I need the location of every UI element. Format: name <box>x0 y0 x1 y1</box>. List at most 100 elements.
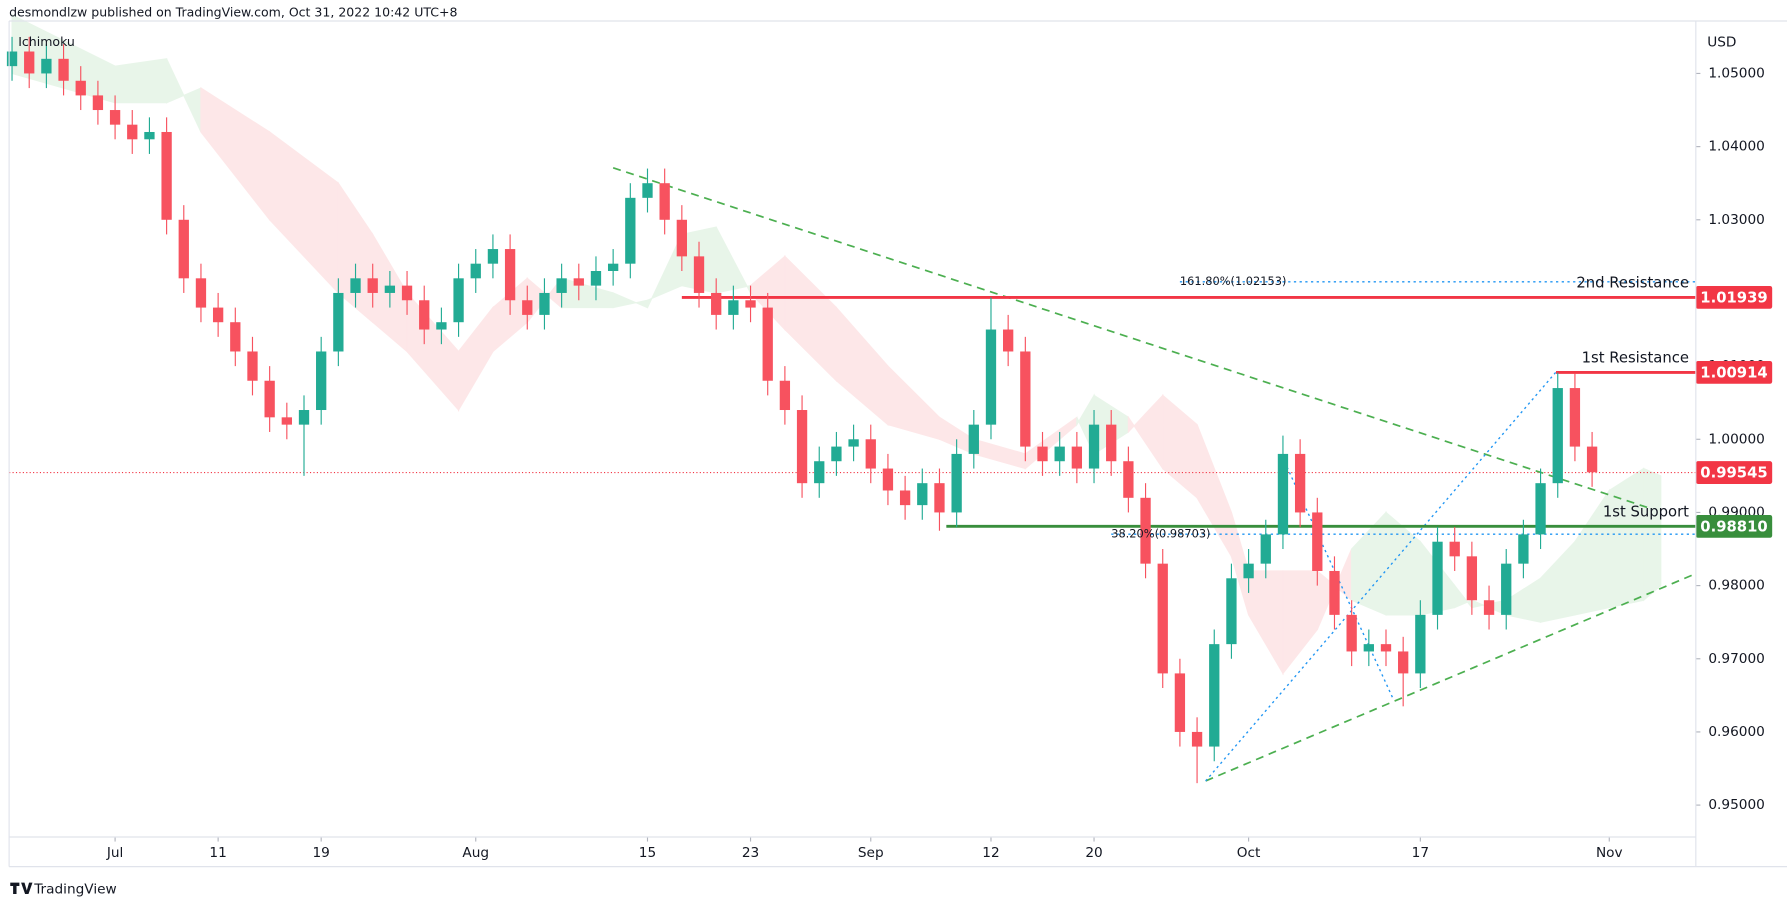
candle-body <box>470 263 481 279</box>
candle-body <box>264 380 275 418</box>
candle-body <box>917 483 928 506</box>
publisher-note: desmondlzw published on TradingView.com,… <box>9 5 457 20</box>
price-box <box>1695 361 1773 384</box>
y-tick-label: 0.95000 <box>1708 797 1764 813</box>
candle-body <box>504 249 516 301</box>
level-name: 2nd Resistance <box>1576 275 1689 292</box>
candle-layer <box>6 36 1598 784</box>
trend-line <box>1284 461 1394 699</box>
candle-body <box>796 410 808 484</box>
candle-body <box>1054 446 1065 462</box>
candle-body <box>745 300 756 308</box>
price-box <box>1695 461 1773 484</box>
candle-body <box>281 417 292 425</box>
candle-body <box>676 219 687 257</box>
candle-body <box>436 322 447 330</box>
candle-body <box>1363 644 1374 652</box>
candle-body <box>1037 446 1048 462</box>
y-tick-label: 0.98000 <box>1708 578 1764 594</box>
candle-body <box>1398 651 1409 674</box>
candle-body <box>1535 483 1546 535</box>
candle-body <box>24 51 35 74</box>
candle-body <box>848 439 859 447</box>
candle-body <box>899 490 911 506</box>
candle-body <box>1569 388 1581 447</box>
candle-body <box>1140 497 1151 564</box>
candle-body <box>985 329 997 425</box>
candle-body <box>865 439 876 469</box>
candle-body <box>316 351 327 411</box>
trend-line <box>1205 371 1557 782</box>
candle-body <box>367 278 378 293</box>
level-name: 1st Resistance <box>1582 350 1689 367</box>
x-tick-label: Sep <box>858 845 884 861</box>
x-tick-label: 17 <box>1412 845 1429 861</box>
candle-body <box>1106 424 1117 462</box>
indicator-name: Ichimoku <box>18 34 75 49</box>
y-tick-label: 0.97000 <box>1708 651 1764 667</box>
candle-body <box>728 300 739 315</box>
x-tick-label: Aug <box>462 845 489 861</box>
candle-body <box>1003 329 1014 352</box>
candle-body <box>41 58 52 74</box>
candle-body <box>109 110 121 125</box>
candle-body <box>384 285 396 293</box>
candle-body <box>1329 570 1340 615</box>
x-tick-label: 11 <box>209 845 226 861</box>
candle-body <box>1380 644 1392 652</box>
candle-body <box>298 410 310 425</box>
trend-line <box>612 167 1648 509</box>
candle-body <box>247 351 258 381</box>
candle-body <box>522 300 533 315</box>
candle-body <box>1483 600 1495 615</box>
candle-body <box>195 278 207 308</box>
candle-body <box>539 292 550 315</box>
cloud-segment <box>114 58 168 104</box>
y-tick-label: 1.03000 <box>1708 212 1764 228</box>
candle-body <box>75 80 86 96</box>
x-tick-label: 19 <box>312 845 329 861</box>
candle-body <box>1415 614 1426 674</box>
candle-body <box>659 183 670 220</box>
candle-body <box>642 183 653 198</box>
candle-body <box>127 124 138 140</box>
candle-body <box>1518 534 1529 564</box>
level-name: 1st Support <box>1603 504 1689 521</box>
candle-body <box>487 249 499 264</box>
y-tick-label: 1.04000 <box>1708 139 1764 155</box>
fib-label: 38.20%(0.98703) <box>1111 527 1210 541</box>
candle-body <box>1157 563 1168 674</box>
fib-label: 161.80%(1.02153) <box>1180 274 1287 288</box>
candle-body <box>573 278 584 286</box>
y-tick-label: 0.96000 <box>1708 724 1764 740</box>
candle-body <box>161 131 172 220</box>
candle-body <box>625 197 636 264</box>
price-box-label: 1.00914 <box>1700 365 1767 382</box>
candle-body <box>401 285 413 301</box>
candle-body <box>882 468 894 491</box>
x-tick-label: Nov <box>1596 845 1623 861</box>
candle-body <box>350 278 361 293</box>
x-tick-label: 12 <box>982 845 999 861</box>
candle-body <box>58 58 69 81</box>
candle-body <box>590 270 602 286</box>
candle-body <box>1432 541 1443 615</box>
x-tick-label: Oct <box>1237 845 1261 861</box>
candle-body <box>144 131 155 140</box>
candle-body <box>779 380 791 411</box>
candle-body <box>230 322 241 352</box>
candle-body <box>814 461 825 484</box>
candle-body <box>1191 731 1203 747</box>
candle-body <box>1552 388 1563 484</box>
candle-body <box>556 278 567 293</box>
candle-body <box>762 307 773 381</box>
candle-body <box>1020 351 1031 447</box>
candle-body <box>1466 556 1478 601</box>
candle-body <box>1243 563 1254 579</box>
candle-body <box>1174 673 1186 732</box>
x-tick-label: Jul <box>106 845 123 861</box>
candle-body <box>178 219 189 279</box>
